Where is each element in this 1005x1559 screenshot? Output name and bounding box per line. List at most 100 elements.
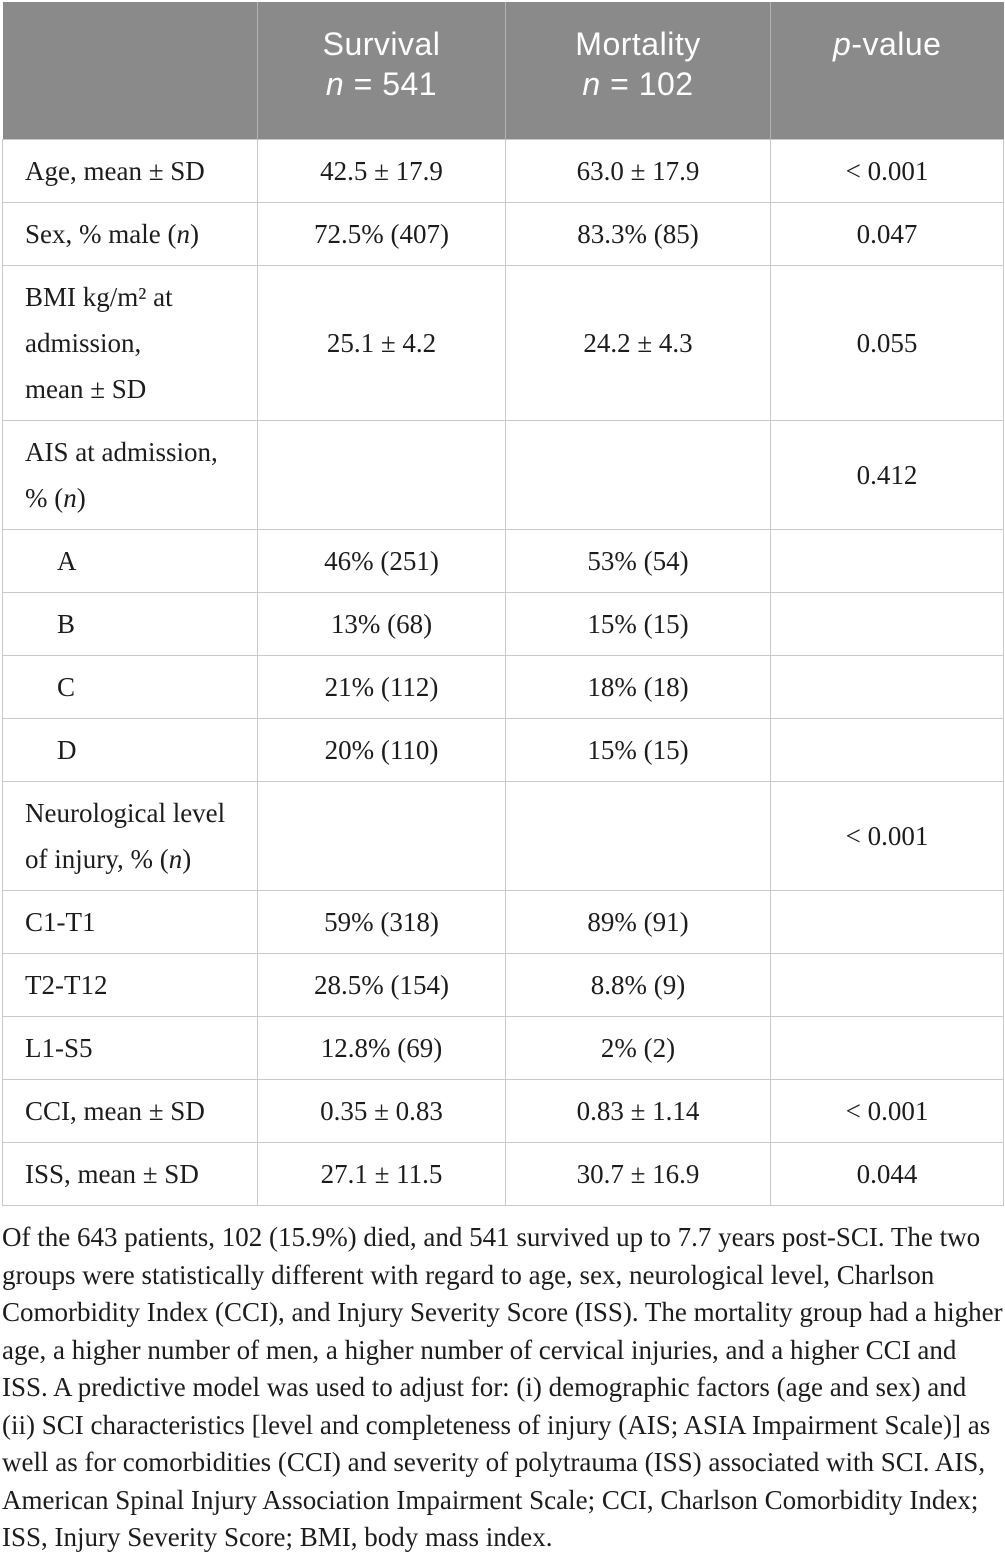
p-value-cell: 0.412 xyxy=(770,420,1004,530)
table-row: AIS at admission, % (n) 0.412 xyxy=(2,420,1004,530)
table-row: BMI kg/m² at admission, mean ± SD 25.1 ± 4.… xyxy=(2,265,1004,421)
header-mortality-n: n xyxy=(582,66,601,102)
survival-value-cell xyxy=(257,781,506,891)
header-mortality-title: Mortality xyxy=(575,26,701,62)
row-label-segment: A xyxy=(57,546,77,576)
mortality-value-cell xyxy=(505,420,771,530)
mortality-value-cell: 0.83 ± 1.14 xyxy=(505,1079,771,1143)
row-label-segment: admission, xyxy=(25,328,142,358)
survival-value-cell: 0.35 ± 0.83 xyxy=(257,1079,506,1143)
table-row: C 21% (112) 18% (18) xyxy=(2,655,1004,719)
row-label-segment: ) xyxy=(182,844,192,874)
row-label-cell: A xyxy=(2,529,258,593)
row-label-italic-segment: n xyxy=(63,483,77,513)
table-row: D 20% (110) 15% (15) xyxy=(2,718,1004,782)
table-footnote: Of the 643 patients, 102 (15.9%) died, a… xyxy=(2,1222,1003,1552)
row-label-segment: D xyxy=(57,735,77,765)
survival-value-cell: 20% (110) xyxy=(257,718,506,782)
row-label-cell: D xyxy=(2,718,258,782)
survival-value-cell: 25.1 ± 4.2 xyxy=(257,265,506,421)
p-value-cell: 0.055 xyxy=(770,265,1004,421)
table-row: Neurological level of injury, % (n) < 0.00… xyxy=(2,781,1004,891)
header-pvalue-cell: p-value xyxy=(770,2,1004,140)
row-label-segment: of injury, % ( xyxy=(25,844,169,874)
table-row: Age, mean ± SD 42.5 ± 17.9 63.0 ± 17.9 < 0.… xyxy=(2,139,1004,203)
mortality-value-cell: 24.2 ± 4.3 xyxy=(505,265,771,421)
p-value-cell: 0.044 xyxy=(770,1142,1004,1206)
mortality-value-cell xyxy=(505,781,771,891)
row-label-cell: Age, mean ± SD xyxy=(2,139,258,203)
mortality-value-cell: 8.8% (9) xyxy=(505,953,771,1017)
table-row: L1-S5 12.8% (69) 2% (2) xyxy=(2,1016,1004,1080)
row-label-cell: CCI, mean ± SD xyxy=(2,1079,258,1143)
survival-value-cell: 46% (251) xyxy=(257,529,506,593)
mortality-value-cell: 63.0 ± 17.9 xyxy=(505,139,771,203)
row-label-italic-segment: n xyxy=(176,219,190,249)
table-row: CCI, mean ± SD 0.35 ± 0.83 0.83 ± 1.14 < 0.… xyxy=(2,1079,1004,1143)
p-value-cell xyxy=(770,1016,1004,1080)
header-survival-cell: Survival n = 541 xyxy=(257,2,506,140)
row-label-segment: BMI kg/m² at xyxy=(25,282,173,312)
patient-characteristics-table: Survival n = 541 Mortality n = 102 p-val… xyxy=(2,2,1004,1206)
p-value-cell xyxy=(770,592,1004,656)
survival-value-cell: 72.5% (407) xyxy=(257,202,506,266)
row-label-cell: L1-S5 xyxy=(2,1016,258,1080)
table-row: B 13% (68) 15% (15) xyxy=(2,592,1004,656)
header-mortality-cell: Mortality n = 102 xyxy=(505,2,771,140)
mortality-value-cell: 30.7 ± 16.9 xyxy=(505,1142,771,1206)
p-value-cell xyxy=(770,953,1004,1017)
row-label-segment: AIS at admission, xyxy=(25,437,218,467)
row-label-segment: T2-T12 xyxy=(25,970,108,1000)
mortality-value-cell: 53% (54) xyxy=(505,529,771,593)
table-row: ISS, mean ± SD 27.1 ± 11.5 30.7 ± 16.9 0.04… xyxy=(2,1142,1004,1206)
row-label-cell: B xyxy=(2,592,258,656)
row-label-segment: ISS, mean ± SD xyxy=(25,1159,199,1189)
row-label-segment: Age, mean ± SD xyxy=(25,156,205,186)
row-label-segment: mean ± SD xyxy=(25,374,147,404)
row-label-cell: Neurological level of injury, % (n) xyxy=(2,781,258,891)
survival-value-cell: 42.5 ± 17.9 xyxy=(257,139,506,203)
mortality-value-cell: 89% (91) xyxy=(505,890,771,954)
survival-value-cell: 59% (318) xyxy=(257,890,506,954)
p-value-cell xyxy=(770,890,1004,954)
header-mortality-count: = 102 xyxy=(600,66,694,102)
row-label-cell: BMI kg/m² at admission, mean ± SD xyxy=(2,265,258,421)
row-label-segment: CCI, mean ± SD xyxy=(25,1096,205,1126)
survival-value-cell: 28.5% (154) xyxy=(257,953,506,1017)
row-label-segment: C xyxy=(57,672,76,702)
row-label-cell: C1-T1 xyxy=(2,890,258,954)
mortality-value-cell: 18% (18) xyxy=(505,655,771,719)
row-label-cell: AIS at admission, % (n) xyxy=(2,420,258,530)
mortality-value-cell: 83.3% (85) xyxy=(505,202,771,266)
header-survival-count: = 541 xyxy=(344,66,438,102)
table-row: T2-T12 28.5% (154) 8.8% (9) xyxy=(2,953,1004,1017)
mortality-value-cell: 15% (15) xyxy=(505,592,771,656)
row-label-segment: B xyxy=(57,609,76,639)
survival-value-cell: 27.1 ± 11.5 xyxy=(257,1142,506,1206)
survival-value-cell: 13% (68) xyxy=(257,592,506,656)
p-value-cell: 0.047 xyxy=(770,202,1004,266)
row-label-segment: L1-S5 xyxy=(25,1033,93,1063)
header-survival-title: Survival xyxy=(322,26,441,62)
row-label-segment: Neurological level xyxy=(25,798,226,828)
row-label-cell: ISS, mean ± SD xyxy=(2,1142,258,1206)
p-value-cell: < 0.001 xyxy=(770,1079,1004,1143)
p-value-cell xyxy=(770,655,1004,719)
row-label-cell: C xyxy=(2,655,258,719)
p-value-cell xyxy=(770,718,1004,782)
survival-value-cell: 21% (112) xyxy=(257,655,506,719)
row-label-segment: C1-T1 xyxy=(25,907,96,937)
row-label-segment: % ( xyxy=(25,483,64,513)
table-body: Age, mean ± SD 42.5 ± 17.9 63.0 ± 17.9 < 0.… xyxy=(2,139,1004,1206)
mortality-value-cell: 2% (2) xyxy=(505,1016,771,1080)
survival-value-cell: 12.8% (69) xyxy=(257,1016,506,1080)
mortality-value-cell: 15% (15) xyxy=(505,718,771,782)
survival-value-cell xyxy=(257,420,506,530)
p-value-cell: < 0.001 xyxy=(770,139,1004,203)
row-label-cell: Sex, % male (n) xyxy=(2,202,258,266)
p-value-cell: < 0.001 xyxy=(770,781,1004,891)
row-label-italic-segment: n xyxy=(168,844,183,874)
header-pvalue-p: p xyxy=(833,26,852,62)
header-empty-cell xyxy=(2,2,258,140)
